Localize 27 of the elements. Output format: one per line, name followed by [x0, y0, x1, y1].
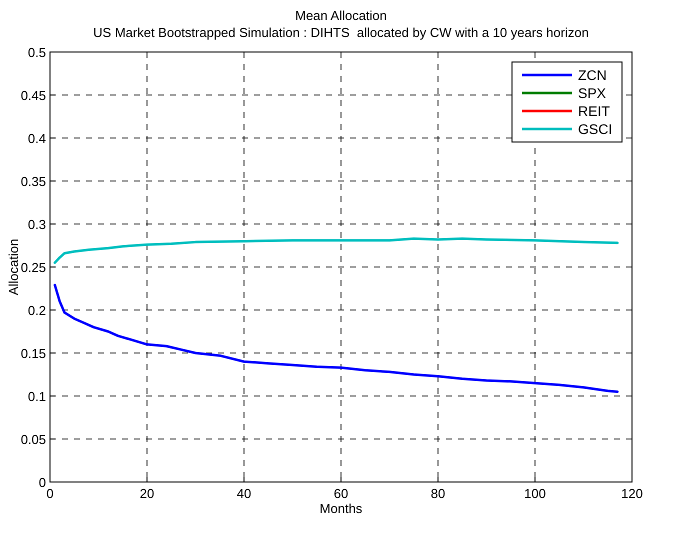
x-tick-label: 40 — [236, 486, 252, 501]
y-tick-label: 0.2 — [28, 303, 46, 318]
y-tick-label: 0.3 — [28, 217, 46, 232]
y-tick-label: 0.4 — [28, 131, 46, 146]
line-series — [54, 237, 619, 264]
y-axis-title: Allocation — [6, 238, 21, 296]
line-series — [54, 284, 619, 393]
y-tick-label: 0.25 — [20, 260, 46, 275]
x-axis-title: Months — [320, 501, 363, 516]
legend-label: ZCN — [578, 67, 607, 83]
y-tick-label: 0.5 — [28, 45, 46, 60]
x-tick-label: 100 — [524, 486, 546, 501]
y-tick-label: 0 — [38, 475, 46, 490]
y-tick-label: 0.05 — [20, 432, 46, 447]
chart-subtitle: US Market Bootstrapped Simulation : DIHTS allocated by CW with a 10 years horizon — [93, 25, 589, 40]
legend-label: REIT — [578, 103, 610, 119]
legend-label: SPX — [578, 85, 607, 101]
chart-title: Mean Allocation — [295, 8, 387, 23]
x-tick-label: 80 — [430, 486, 446, 501]
x-tick-label: 20 — [140, 486, 154, 501]
y-tick-label: 0.15 — [20, 346, 46, 361]
legend-label: GSCI — [578, 121, 612, 137]
y-tick-label: 0.35 — [20, 174, 46, 189]
y-tick-label: 0.1 — [28, 389, 46, 404]
y-tick-label: 0.45 — [20, 88, 46, 103]
x-tick-label: 60 — [334, 486, 348, 501]
x-tick-label: 120 — [621, 486, 643, 501]
